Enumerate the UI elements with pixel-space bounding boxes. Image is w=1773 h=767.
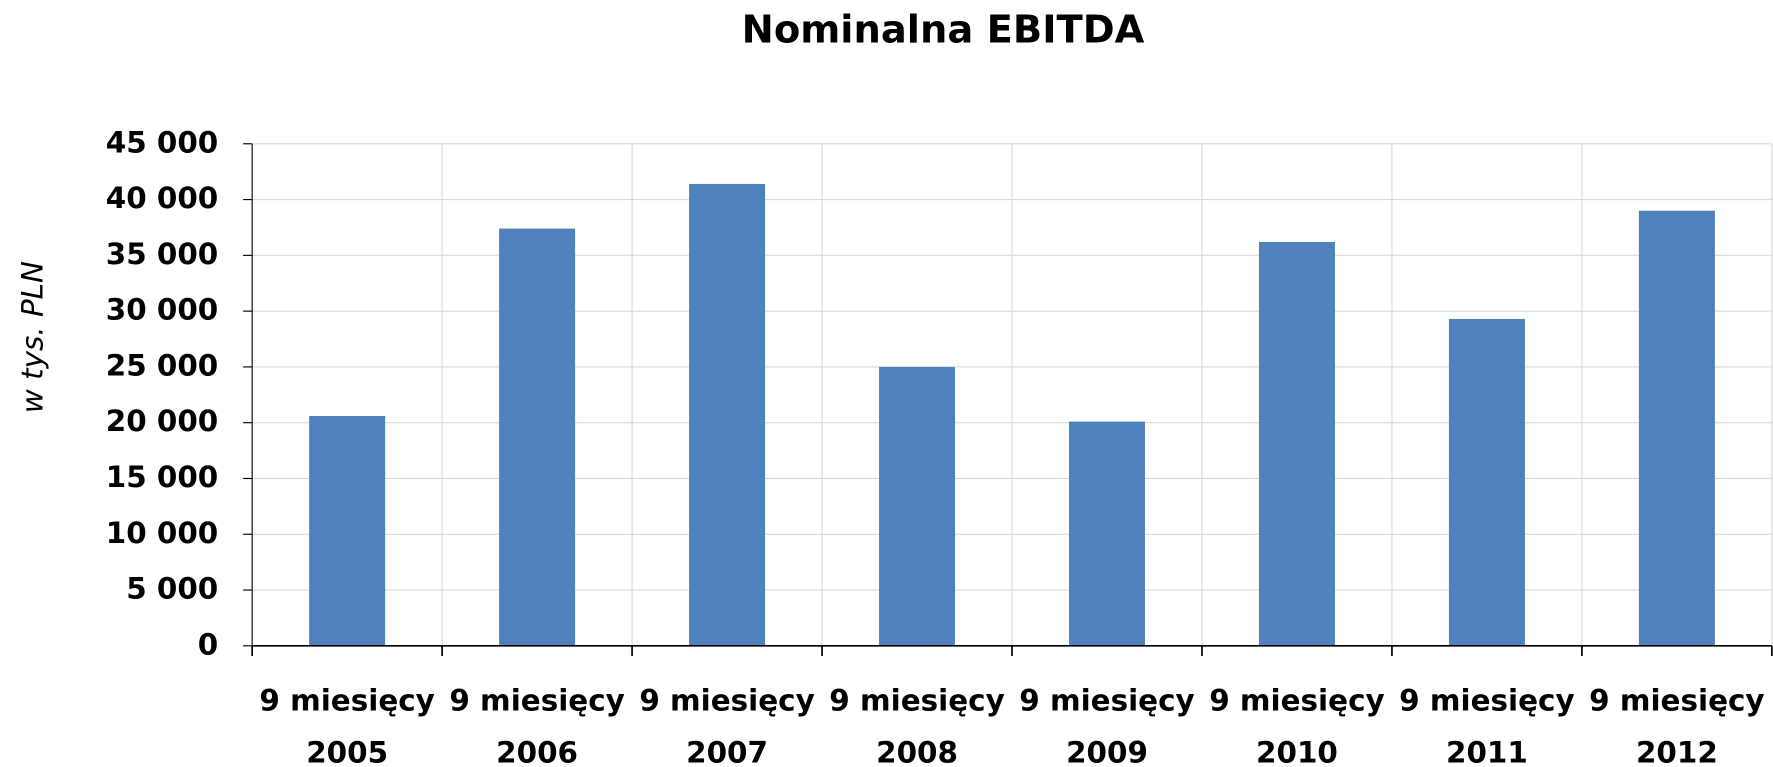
x-tick-label-box: 9 miesięcy 2007 <box>639 684 815 767</box>
x-tick-label-box: 9 miesięcy 2009 <box>1019 684 1195 767</box>
x-tick-label: 9 miesięcy 2008 <box>829 684 1005 767</box>
y-tick-label: 45 000 <box>106 125 218 159</box>
y-tick-label: 15 000 <box>106 460 218 494</box>
y-tick-label: 5 000 <box>126 572 218 606</box>
x-tick-label: 9 miesięcy 2012 <box>1589 684 1765 767</box>
y-tick-label: 30 000 <box>106 293 218 327</box>
bar <box>1638 210 1715 646</box>
y-tick-label: 20 000 <box>106 404 218 438</box>
x-tick-label-box: 9 miesięcy 2011 <box>1399 684 1575 767</box>
x-tick-label-box: 9 miesięcy 2010 <box>1209 684 1385 767</box>
y-axis-label: w tys. PLN <box>15 261 49 413</box>
y-tick-label: 10 000 <box>106 516 218 550</box>
x-tick-label: 9 miesięcy 2005 <box>259 684 435 767</box>
y-tick-label: 25 000 <box>106 348 218 382</box>
bar <box>499 228 576 646</box>
bar <box>879 366 956 646</box>
x-tick-label: 9 miesięcy 2007 <box>639 684 815 767</box>
bar <box>1069 421 1145 646</box>
bar <box>1258 241 1335 646</box>
x-tick-label: 9 miesięcy 2009 <box>1019 684 1195 767</box>
y-tick-label: 35 000 <box>106 237 218 271</box>
bar <box>309 416 386 646</box>
chart-title: Nominalna EBITDA <box>742 7 1145 52</box>
bar <box>1448 318 1525 646</box>
x-tick-label-box: 9 miesięcy 2005 <box>259 684 435 767</box>
x-tick-label-box: 9 miesięcy 2006 <box>449 684 625 767</box>
bar <box>689 183 766 646</box>
x-tick-label: 9 miesięcy 2011 <box>1399 684 1575 767</box>
x-tick-label-box: 9 miesięcy 2008 <box>829 684 1005 767</box>
x-tick-label: 9 miesięcy 2010 <box>1209 684 1385 767</box>
y-tick-label: 0 <box>198 627 218 661</box>
x-tick-label-box: 9 miesięcy 2012 <box>1589 684 1765 767</box>
x-tick-label: 9 miesięcy 2006 <box>449 684 625 767</box>
y-tick-label: 40 000 <box>106 181 218 215</box>
